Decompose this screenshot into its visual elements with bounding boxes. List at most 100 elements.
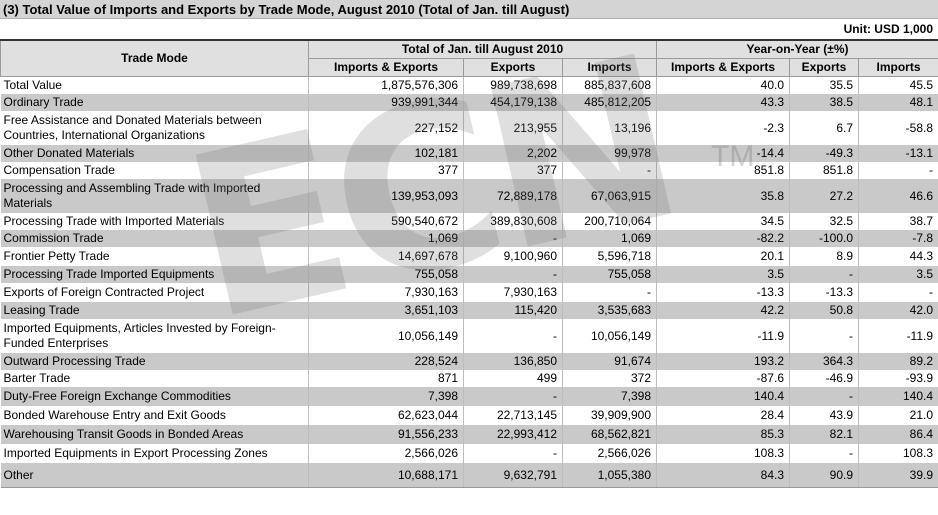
cell-yoy-ie: 84.3 bbox=[656, 463, 790, 488]
cell-yoy-exports: 32.5 bbox=[789, 213, 859, 230]
cell-ie: 3,651,103 bbox=[308, 302, 464, 319]
cell-imports: 485,812,205 bbox=[562, 94, 657, 111]
cell-yoy-exports: - bbox=[789, 444, 859, 463]
cell-yoy-ie: -82.2 bbox=[656, 230, 790, 247]
cell-yoy-ie: -2.3 bbox=[656, 111, 790, 145]
cell-yoy-imports: 21.0 bbox=[858, 406, 938, 425]
cell-exports: - bbox=[463, 266, 563, 283]
header-yoy-exports: Exports bbox=[789, 58, 859, 77]
cell-yoy-imports: -7.8 bbox=[858, 230, 938, 247]
cell-ie: 10,688,171 bbox=[308, 463, 464, 488]
cell-yoy-exports: - bbox=[789, 319, 859, 353]
cell-yoy-ie: -11.9 bbox=[656, 319, 790, 353]
cell-ie: 1,875,576,306 bbox=[308, 76, 464, 94]
cell-exports: 389,830,608 bbox=[463, 213, 563, 230]
row-name: Warehousing Transit Goods in Bonded Area… bbox=[0, 425, 309, 444]
header-total-exports: Exports bbox=[463, 58, 563, 77]
cell-imports: - bbox=[562, 162, 657, 179]
cell-yoy-ie: 43.3 bbox=[656, 94, 790, 111]
cell-yoy-ie: 42.2 bbox=[656, 302, 790, 319]
cell-yoy-imports: 86.4 bbox=[858, 425, 938, 444]
cell-yoy-ie: 3.5 bbox=[656, 266, 790, 283]
cell-yoy-exports: 82.1 bbox=[789, 425, 859, 444]
cell-imports: 1,069 bbox=[562, 230, 657, 247]
cell-exports: 115,420 bbox=[463, 302, 563, 319]
cell-ie: 377 bbox=[308, 162, 464, 179]
cell-yoy-imports: 140.4 bbox=[858, 387, 938, 406]
cell-ie: 102,181 bbox=[308, 145, 464, 162]
cell-exports: - bbox=[463, 319, 563, 353]
cell-ie: 755,058 bbox=[308, 266, 464, 283]
row-name: Exports of Foreign Contracted Project bbox=[0, 283, 309, 302]
header-yoy-imports: Imports bbox=[857, 58, 938, 77]
cell-exports: 7,930,163 bbox=[463, 283, 563, 302]
cell-exports: 22,713,145 bbox=[463, 406, 563, 425]
cell-yoy-exports: 35.5 bbox=[789, 76, 859, 94]
cell-exports: 22,993,412 bbox=[463, 425, 563, 444]
cell-yoy-imports: 3.5 bbox=[858, 266, 938, 283]
table-row: Other Donated Materials 102,181 2,202 99… bbox=[0, 145, 938, 162]
cell-imports: 7,398 bbox=[562, 387, 657, 406]
cell-ie: 227,152 bbox=[308, 111, 464, 145]
cell-yoy-imports: 38.7 bbox=[858, 213, 938, 230]
cell-yoy-imports: 46.6 bbox=[858, 179, 938, 213]
row-name: Total Value bbox=[0, 76, 309, 94]
cell-yoy-ie: 20.1 bbox=[656, 247, 790, 266]
cell-ie: 871 bbox=[308, 370, 464, 387]
row-name: Commission Trade bbox=[0, 230, 309, 247]
cell-yoy-exports: -46.9 bbox=[789, 370, 859, 387]
cell-yoy-imports: 44.3 bbox=[858, 247, 938, 266]
cell-yoy-ie: 193.2 bbox=[656, 353, 790, 370]
cell-yoy-exports: 6.7 bbox=[789, 111, 859, 145]
row-name: Processing Trade Imported Equipments bbox=[0, 266, 309, 283]
cell-exports: - bbox=[463, 387, 563, 406]
table-row: Ordinary Trade 939,991,344 454,179,138 4… bbox=[0, 94, 938, 111]
table-row: Imported Equipments, Articles Invested b… bbox=[0, 319, 938, 353]
cell-yoy-exports: 27.2 bbox=[789, 179, 859, 213]
cell-yoy-ie: 34.5 bbox=[656, 213, 790, 230]
cell-yoy-imports: 108.3 bbox=[858, 444, 938, 463]
header-total-ie: Imports & Exports bbox=[308, 58, 464, 77]
cell-imports: 200,710,064 bbox=[562, 213, 657, 230]
cell-exports: 136,850 bbox=[463, 353, 563, 370]
cell-ie: 7,930,163 bbox=[308, 283, 464, 302]
row-name: Ordinary Trade bbox=[0, 94, 309, 111]
cell-exports: 213,955 bbox=[463, 111, 563, 145]
cell-yoy-exports: 43.9 bbox=[789, 406, 859, 425]
row-name: Duty-Free Foreign Exchange Commodities bbox=[0, 387, 309, 406]
row-name: Processing and Assembling Trade with Imp… bbox=[0, 179, 309, 213]
cell-yoy-ie: 35.8 bbox=[656, 179, 790, 213]
cell-yoy-ie: -13.3 bbox=[656, 283, 790, 302]
cell-imports: 372 bbox=[562, 370, 657, 387]
cell-exports: 9,100,960 bbox=[463, 247, 563, 266]
row-name: Imported Equipments in Export Processing… bbox=[0, 444, 309, 463]
cell-imports: 3,535,683 bbox=[562, 302, 657, 319]
cell-yoy-exports: 90.9 bbox=[789, 463, 859, 488]
table-row: Total Value 1,875,576,306 989,738,698 88… bbox=[0, 76, 938, 94]
row-name: Outward Processing Trade bbox=[0, 353, 309, 370]
cell-exports: - bbox=[463, 230, 563, 247]
cell-imports: - bbox=[562, 283, 657, 302]
cell-imports: 5,596,718 bbox=[562, 247, 657, 266]
unit-label: Unit: USD 1,000 bbox=[843, 22, 933, 36]
cell-yoy-imports: - bbox=[858, 162, 938, 179]
cell-exports: 454,179,138 bbox=[463, 94, 563, 111]
cell-ie: 2,566,026 bbox=[308, 444, 464, 463]
row-name: Free Assistance and Donated Materials be… bbox=[0, 111, 309, 145]
row-name: Processing Trade with Imported Materials bbox=[0, 213, 309, 230]
cell-imports: 2,566,026 bbox=[562, 444, 657, 463]
cell-imports: 1,055,380 bbox=[562, 463, 657, 488]
cell-imports: 91,674 bbox=[562, 353, 657, 370]
cell-yoy-imports: -13.1 bbox=[858, 145, 938, 162]
table-row: Frontier Petty Trade 14,697,678 9,100,96… bbox=[0, 247, 938, 266]
cell-imports: 67,063,915 bbox=[562, 179, 657, 213]
cell-yoy-ie: 40.0 bbox=[656, 76, 790, 94]
row-name: Barter Trade bbox=[0, 370, 309, 387]
row-name: Compensation Trade bbox=[0, 162, 309, 179]
table-row: Processing and Assembling Trade with Imp… bbox=[0, 179, 938, 213]
table-row: Compensation Trade 377 377 - 851.8 851.8… bbox=[0, 162, 938, 179]
cell-yoy-imports: -58.8 bbox=[858, 111, 938, 145]
cell-yoy-exports: -100.0 bbox=[789, 230, 859, 247]
cell-ie: 91,556,233 bbox=[308, 425, 464, 444]
table-row: Bonded Warehouse Entry and Exit Goods 62… bbox=[0, 406, 938, 425]
